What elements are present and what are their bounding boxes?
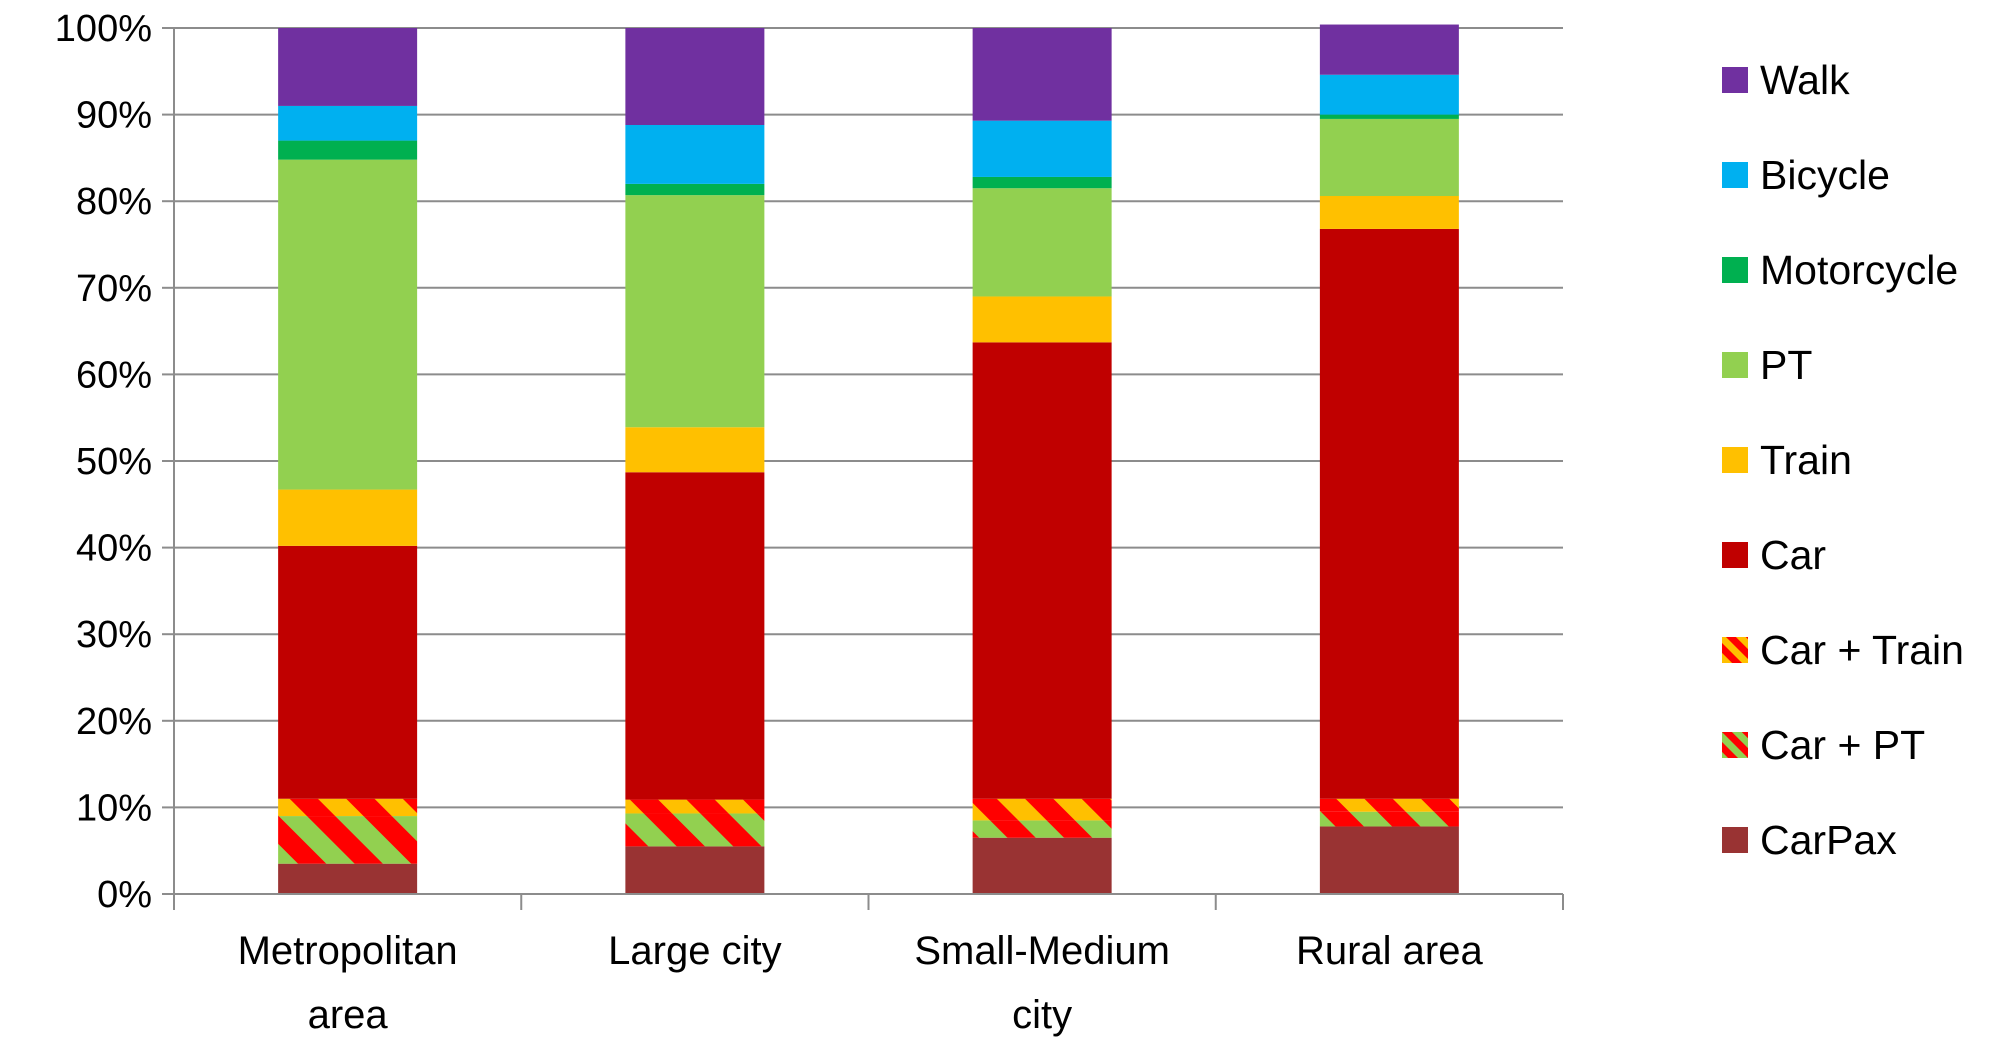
y-tick-label: 60%	[76, 354, 152, 396]
legend-item: Car + Train	[1722, 627, 1964, 673]
legend-swatch	[1722, 162, 1748, 188]
legend-label: PT	[1760, 342, 1812, 388]
legend-item: Walk	[1722, 57, 1850, 103]
legend-swatch	[1722, 542, 1748, 568]
y-tick-label: 70%	[76, 268, 152, 310]
legend-item: Motorcycle	[1722, 247, 1958, 293]
bar-segment-car	[625, 472, 765, 800]
bar-segment-motorcycle	[625, 183, 765, 196]
bar-segment-train	[625, 427, 765, 473]
bar-segment-pt	[972, 188, 1112, 297]
legend-item: PT	[1722, 342, 1812, 388]
x-category-label: Rural area	[1296, 929, 1484, 973]
y-tick-label: 40%	[76, 528, 152, 570]
y-tick-label: 100%	[55, 8, 152, 50]
legend-label: CarPax	[1760, 817, 1897, 863]
bar-segment-pt	[1319, 118, 1459, 197]
bar-segment-car-pt	[278, 816, 418, 864]
bar-segment-pt	[625, 195, 765, 428]
legend: Walk Bicycle Motorcycle PT Train Car Car + Tra…	[1722, 57, 1964, 863]
bar-segment-car-train	[625, 799, 765, 814]
legend-swatch	[1722, 732, 1748, 758]
bars	[278, 24, 1459, 894]
bar-segment-car-train	[278, 798, 418, 817]
y-tick-label: 10%	[76, 787, 152, 829]
bar-segment-train	[972, 296, 1112, 343]
bar-segment-car-train	[1319, 798, 1459, 812]
legend-swatch	[1722, 447, 1748, 473]
bar-segment-motorcycle	[972, 176, 1112, 189]
y-tick-label: 30%	[76, 614, 152, 656]
bar-segment-bicycle	[278, 105, 418, 141]
bar-segment-bicycle	[1319, 74, 1459, 115]
legend-item: Car + PT	[1722, 722, 1925, 768]
legend-item: Car	[1722, 532, 1826, 578]
bar-segment-bicycle	[972, 120, 1112, 177]
y-tick-label: 20%	[76, 701, 152, 743]
bar-segment-walk	[278, 28, 418, 106]
legend-swatch	[1722, 827, 1748, 853]
bar-segment-motorcycle	[278, 140, 418, 160]
legend-swatch	[1722, 637, 1748, 663]
bar-segment-walk	[972, 28, 1112, 121]
bar-segment-carpax	[1319, 826, 1459, 894]
bar-segment-car-pt	[625, 813, 765, 847]
bar-segment-bicycle	[625, 124, 765, 184]
bar-stack	[625, 28, 765, 894]
bar-stack	[972, 28, 1112, 894]
legend-swatch	[1722, 257, 1748, 283]
legend-label: Train	[1760, 437, 1852, 483]
legend-item: Train	[1722, 437, 1852, 483]
bar-segment-car-pt	[972, 820, 1112, 838]
legend-label: Car	[1760, 532, 1826, 578]
y-tick-label: 80%	[76, 181, 152, 223]
legend-swatch	[1722, 352, 1748, 378]
bar-segment-car	[972, 342, 1112, 799]
bar-segment-pt	[278, 159, 418, 490]
bar-segment-motorcycle	[1319, 114, 1459, 119]
bar-segment-car-train	[972, 798, 1112, 821]
legend-swatch	[1722, 67, 1748, 93]
legend-label: Car + Train	[1760, 627, 1964, 673]
bar-segment-train	[1319, 196, 1459, 229]
bar-segment-train	[278, 489, 418, 546]
legend-label: Motorcycle	[1760, 247, 1958, 293]
bar-segment-walk	[625, 28, 765, 125]
bar-segment-carpax	[972, 837, 1112, 894]
x-category-label: Large city	[608, 929, 781, 973]
x-category-label: Metropolitan area	[238, 929, 458, 1037]
bar-segment-carpax	[278, 863, 418, 894]
y-tick-label: 50%	[76, 441, 152, 483]
bar-stack	[1319, 24, 1459, 894]
bar-stack	[278, 28, 418, 894]
axes: 0% 10% 20% 30% 40% 50% 60% 70% 80% 90% 100% Metropo…	[55, 8, 1564, 1037]
legend-label: Bicycle	[1760, 152, 1890, 198]
y-tick-label: 90%	[76, 95, 152, 137]
legend-item: Bicycle	[1722, 152, 1890, 198]
bar-segment-car-pt	[1319, 811, 1459, 827]
legend-label: Walk	[1760, 57, 1850, 103]
legend-item: CarPax	[1722, 817, 1897, 863]
bar-segment-car	[1319, 228, 1459, 799]
bar-segment-carpax	[625, 846, 765, 894]
x-category-label: Small-Medium city	[914, 929, 1170, 1037]
bar-segment-car	[278, 545, 418, 799]
bar-segment-walk	[1319, 24, 1459, 75]
y-tick-label: 0%	[97, 874, 152, 916]
legend-label: Car + PT	[1760, 722, 1925, 768]
